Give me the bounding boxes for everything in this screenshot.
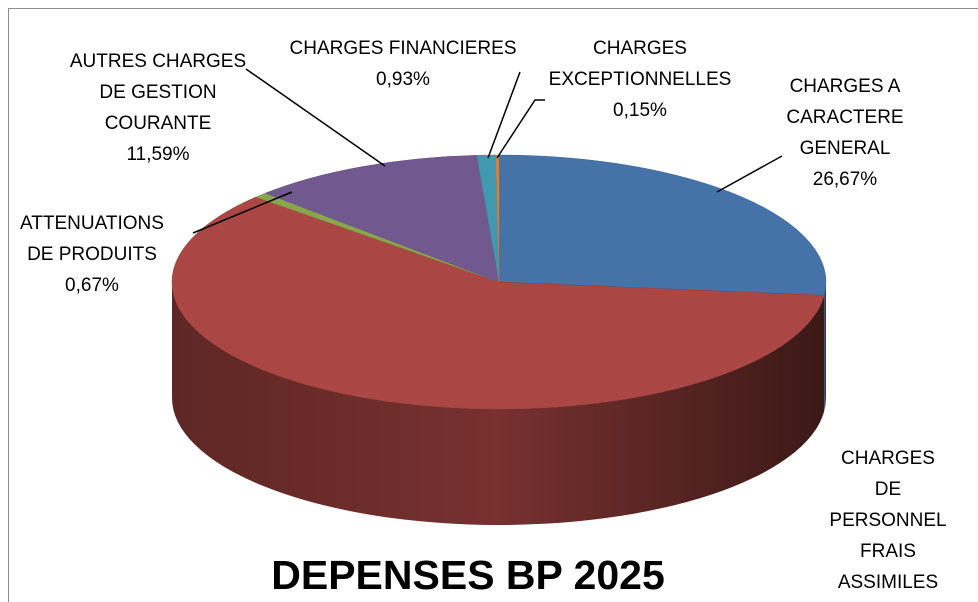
slice-label: ATTENUATIONS DE PRODUITS 0,67% [20, 208, 164, 301]
chart-title: DEPENSES BP 2025 [271, 552, 665, 598]
category-label: CHARGES FINANCIERES [289, 38, 517, 59]
slice-side [824, 282, 827, 412]
slice-top [171, 196, 825, 410]
slice [171, 196, 825, 526]
value-label: 0,67% [65, 275, 119, 296]
value-label: 59,99% [829, 598, 946, 602]
slice-top [498, 154, 827, 296]
slice-top [264, 155, 500, 283]
value-label: 0,15% [613, 100, 667, 121]
value-label: 0,93% [376, 69, 430, 90]
leader-line [192, 191, 293, 234]
leader-line [487, 71, 521, 159]
slice-side [172, 282, 825, 526]
category-label: AUTRES CHARGES DE GESTION COURANTE [69, 51, 247, 134]
slice [498, 154, 827, 412]
slice-label: CHARGES EXCEPTIONNELLES 0,15% [549, 33, 732, 126]
category-label: CHARGES A CARACTERE GENERAL [786, 76, 904, 159]
slice-label: CHARGES DE PERSONNEL FRAIS ASSIMILES 59,9… [829, 443, 946, 602]
slice-label: AUTRES CHARGES DE GESTION COURANTE 11,59% [70, 46, 246, 170]
slice [264, 155, 500, 283]
value-label: 11,59% [126, 144, 190, 165]
leader-line [716, 155, 783, 193]
leader-line [496, 99, 545, 159]
category-label: CHARGES EXCEPTIONNELLES [548, 38, 732, 90]
value-label: 26,67% [812, 169, 878, 190]
slice-label: CHARGES A CARACTERE GENERAL 26,67% [786, 71, 903, 195]
slice-label: CHARGES FINANCIERES 0,93% [290, 33, 517, 95]
category-label: CHARGES DE PERSONNEL FRAIS ASSIMILES [829, 448, 947, 593]
leader-line [245, 68, 386, 167]
category-label: ATTENUATIONS DE PRODUITS [20, 213, 164, 265]
